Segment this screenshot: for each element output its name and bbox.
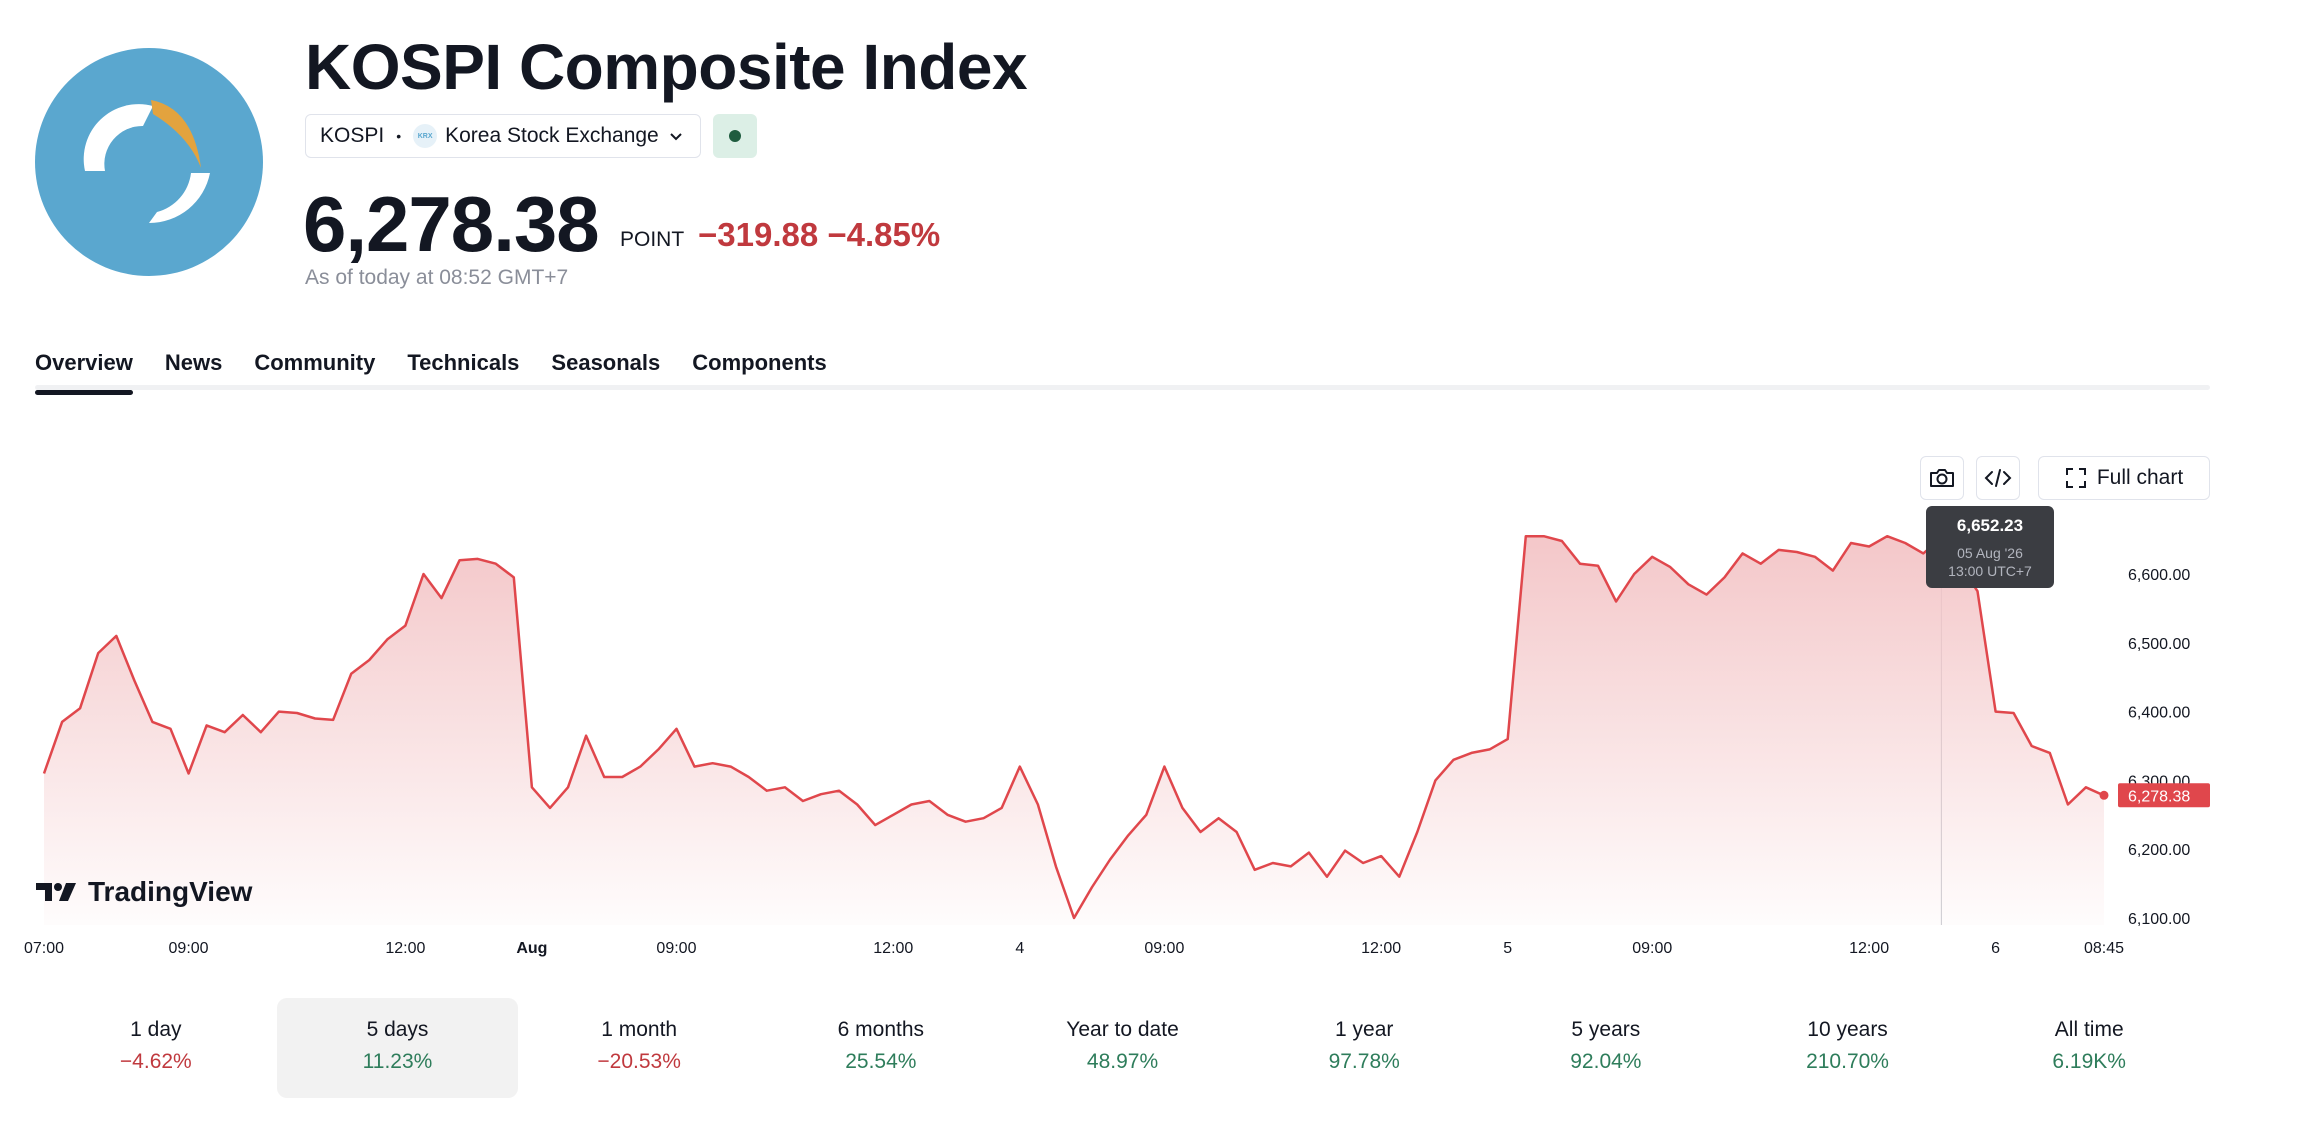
period-return: 6.19K% [2052, 1050, 2126, 1073]
x-axis-tick-label: 09:00 [169, 940, 209, 957]
tab-seasonals[interactable]: Seasonals [551, 350, 661, 375]
period-10-years[interactable]: 10 years 210.70% [1727, 998, 1969, 1098]
period-selector: 1 day −4.62% 5 days 11.23% 1 month −20.5… [35, 998, 2210, 1098]
tradingview-wordmark: TradingView [88, 876, 253, 907]
period-return: 210.70% [1806, 1050, 1889, 1073]
change-percent: −4.85% [827, 216, 941, 253]
code-icon [1984, 469, 2012, 487]
tabs-divider [35, 385, 2210, 390]
price-chart[interactable]: 6,600.006,500.006,400.006,300.006,200.00… [0, 0, 2308, 980]
change-value: −319.88 [698, 216, 819, 253]
last-price-label: 6,278.38 [2128, 788, 2190, 805]
period-label: 5 days [366, 1018, 429, 1041]
period-1-year[interactable]: 1 year 97.78% [1243, 998, 1485, 1098]
tab-news[interactable]: News [164, 350, 223, 375]
tab-components[interactable]: Components [692, 350, 827, 375]
period-label: 10 years [1807, 1018, 1888, 1041]
market-status-indicator[interactable] [713, 114, 757, 158]
as-of-timestamp: As of today at 08:52 GMT+7 [305, 266, 569, 289]
fullscreen-icon [2065, 468, 2086, 488]
price-unit: POINT [620, 228, 685, 251]
period-return: 11.23% [362, 1050, 433, 1073]
period-return: 25.54% [845, 1050, 917, 1073]
tab-bar: Overview News Community Technicals Seaso… [35, 350, 2210, 395]
period-1-month[interactable]: 1 month −20.53% [518, 998, 760, 1098]
tooltip-value: 6,652.23 [1956, 516, 2024, 535]
x-axis-tick-label: Aug [516, 940, 547, 957]
last-price-point [2099, 790, 2109, 800]
x-axis-tick-label: 12:00 [1361, 940, 1401, 957]
x-axis-tick-label: 4 [1015, 940, 1024, 957]
kospi-logo-mark [83, 100, 210, 224]
embed-button[interactable] [1976, 456, 2020, 500]
period-5-years[interactable]: 5 years 92.04% [1485, 998, 1727, 1098]
price-line [42, 534, 2105, 920]
period-label: All time [2054, 1018, 2124, 1041]
period-label: 1 month [601, 1018, 678, 1041]
period-return: −20.53% [597, 1050, 681, 1073]
x-axis-tick-label: 12:00 [873, 940, 913, 957]
full-chart-label: Full chart [2096, 466, 2184, 489]
price-area-fill [44, 536, 2104, 925]
y-axis-tick-label: 6,600.00 [2128, 567, 2190, 584]
x-axis-tick-label: 5 [1503, 940, 1512, 957]
status-dot-icon [729, 130, 741, 142]
chevron-down-icon [669, 124, 683, 148]
kospi-logo [35, 48, 263, 276]
x-axis-tick-label: 12:00 [1849, 940, 1889, 957]
page-title: KOSPI Composite Index [305, 31, 1028, 103]
x-axis-tick-label: 08:45 [2084, 940, 2124, 957]
x-axis-tick-label: 09:00 [1632, 940, 1672, 957]
period-return: 97.78% [1328, 1050, 1400, 1073]
camera-icon [1930, 469, 1954, 487]
period-return: −4.62% [119, 1050, 192, 1073]
x-axis-tick-label: 09:00 [1144, 940, 1184, 957]
tab-technicals[interactable]: Technicals [407, 350, 520, 375]
x-axis-tick-label: 07:00 [24, 940, 64, 957]
period-label: 1 day [130, 1018, 182, 1041]
krx-exchange-icon: KRX [413, 124, 438, 148]
period-label: 1 year [1335, 1018, 1394, 1041]
exchange-name: Korea Stock Exchange [445, 124, 659, 147]
tooltip-date: 05 Aug '26 13:00 UTC+7 [1926, 544, 2054, 580]
y-axis-tick-label: 6,500.00 [2128, 636, 2190, 653]
x-axis-tick-label: 6 [1991, 940, 2000, 957]
snapshot-button[interactable] [1920, 456, 1964, 500]
period-6-months[interactable]: 6 months 25.54% [760, 998, 1002, 1098]
symbol-label: KOSPI [320, 124, 385, 147]
period-1-day[interactable]: 1 day −4.62% [35, 998, 277, 1098]
period-label: Year to date [1066, 1018, 1179, 1041]
period-label: 5 years [1571, 1018, 1641, 1041]
tab-overview[interactable]: Overview [35, 350, 133, 395]
full-chart-button[interactable]: Full chart [2038, 456, 2210, 500]
period-label: 6 months [837, 1018, 925, 1041]
period-return: 92.04% [1570, 1050, 1642, 1073]
separator-dot: • [396, 128, 402, 144]
tooltip-time-text: 13:00 UTC+7 [1948, 563, 2032, 579]
tooltip-date-text: 05 Aug '26 [1957, 545, 2023, 561]
chart-tooltip: 6,652.23 05 Aug '26 13:00 UTC+7 [1926, 506, 2054, 588]
period-all-time[interactable]: All time 6.19K% [1968, 998, 2210, 1098]
period-return: 48.97% [1086, 1050, 1159, 1073]
period-5-days[interactable]: 5 days 11.23% [276, 998, 519, 1098]
exchange-selector[interactable]: KOSPI • KRX Korea Stock Exchange [305, 114, 701, 158]
tab-community[interactable]: Community [254, 350, 376, 375]
y-axis-tick-label: 6,200.00 [2128, 842, 2190, 859]
period-ytd[interactable]: Year to date 48.97% [1002, 998, 1244, 1098]
x-axis-tick-label: 09:00 [656, 940, 696, 957]
price-change: −319.88 −4.85% [698, 216, 940, 254]
last-price-badge [2118, 783, 2210, 808]
tradingview-icon [36, 883, 76, 901]
tradingview-logo[interactable]: TradingView [36, 876, 252, 908]
x-axis-tick-label: 12:00 [385, 940, 425, 957]
current-price: 6,278.38 [303, 180, 600, 268]
y-axis-tick-label: 6,400.00 [2128, 705, 2190, 722]
y-axis-tick-label: 6,100.00 [2128, 911, 2190, 928]
